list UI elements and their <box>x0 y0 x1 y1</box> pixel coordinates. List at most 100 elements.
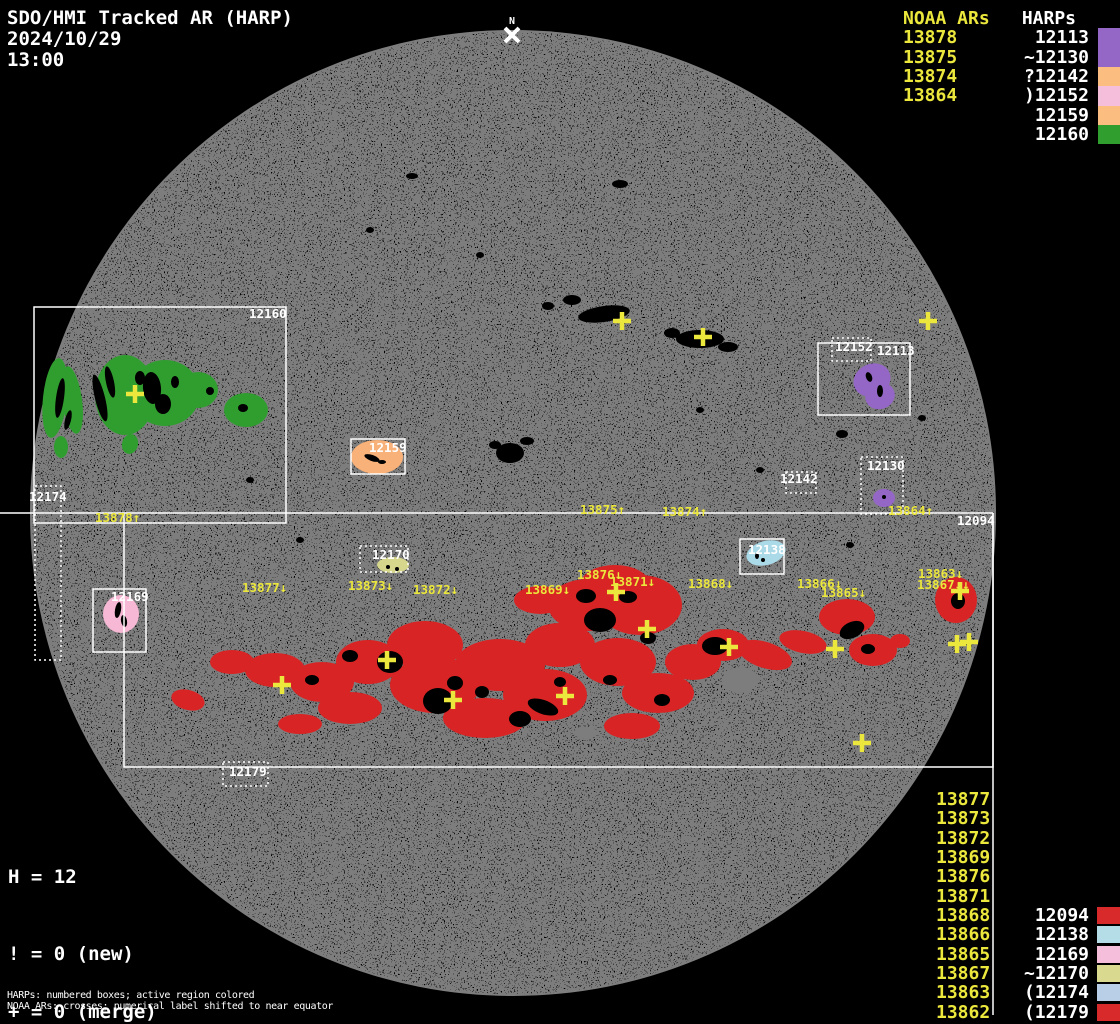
legend-br-row: 13869 <box>930 847 1120 869</box>
legend-br-row: 13872 <box>930 827 1120 849</box>
harp-box-12138 <box>739 538 785 575</box>
harp-box-label-12160: 12160 <box>249 306 287 321</box>
noaa-ar-number: 13869 <box>936 847 991 869</box>
noaa-ar-number: 13874 <box>903 66 958 88</box>
noaa-ar-number: 13863 <box>936 982 991 1004</box>
harp-region-12169 <box>103 595 139 633</box>
legend-br-row: 13867 ~12170 <box>930 964 1120 983</box>
noaa-ar-label: 13865↓ <box>821 585 866 600</box>
footer-notes: HARPs: numbered boxes; active region col… <box>7 990 333 1012</box>
harp-box-12169 <box>92 588 147 653</box>
noaa-ar-number: 13867 <box>936 963 991 985</box>
legend-top-right: NOAA ARs HARPs 13878 12113 13875 ~12130 … <box>898 8 1120 146</box>
harp-box-label-12094: 12094 <box>957 513 995 528</box>
noaa-cross-marker <box>607 583 625 601</box>
noaa-ar-label: 13878↑ <box>95 510 140 525</box>
legend-br-row: 13865 12169 <box>930 943 1120 965</box>
harp-box-label-12170: 12170 <box>372 547 410 562</box>
legend-br-row: 13866 12138 <box>930 924 1120 946</box>
harp-color-swatch <box>1097 907 1120 925</box>
harps-header: HARPs <box>1021 8 1076 29</box>
noaa-cross-marker <box>826 640 844 658</box>
noaa-ar-label: 13864↑ <box>888 503 933 518</box>
harp-number: ~12130 <box>1023 46 1089 68</box>
harp-box-label-12152: 12152 <box>835 339 873 354</box>
harp-number: 12138 <box>1034 924 1089 946</box>
noaa-ar-number: 13872 <box>936 827 991 849</box>
plot-time: 13:00 <box>7 49 65 71</box>
harp-number: 12159 <box>1034 104 1089 126</box>
footer-harps-note: HARPs: numbered boxes; active region col… <box>7 990 255 1001</box>
noaa-ar-label: 13869↓ <box>525 582 570 597</box>
harp-number <box>992 790 1097 809</box>
harp-box-label-12138: 12138 <box>748 542 786 557</box>
stat-row-merge: + = 0 (merge) <box>8 1000 157 1023</box>
harp-number: 12094 <box>1034 905 1089 927</box>
harp-color-swatch <box>1098 86 1120 106</box>
noaa-ar-number: 13864 <box>903 85 958 107</box>
noaa-cross-marker <box>556 687 574 705</box>
noaa-ar-number: 13876 <box>936 866 991 888</box>
harp-number: 12169 <box>1034 943 1089 965</box>
noaa-ar-label: 13866↓ <box>797 576 842 591</box>
harp-color-swatch <box>1098 28 1120 48</box>
harp-color-swatch <box>1097 965 1120 983</box>
harp-box-label-12130: 12130 <box>867 458 905 473</box>
noaa-cross-marker <box>613 312 631 330</box>
noaa-ar-number: 13868 <box>936 905 991 927</box>
legend-tr-row: 13874 ?12142 <box>898 66 1120 88</box>
harp-box-12130 <box>860 456 904 515</box>
legend-tr-row: 12159 <box>898 104 1120 126</box>
footer-noaa-note: NOAA ARs: crosses; numerical label shift… <box>7 1001 333 1012</box>
harp-color-swatch <box>1097 984 1120 1002</box>
harp-color-swatch <box>1098 47 1120 68</box>
harp-number <box>992 887 1097 906</box>
noaa-cross-marker <box>378 651 396 669</box>
noaa-ar-number: 13865 <box>936 943 991 965</box>
noaa-ar-label: 13867↓↓ <box>917 577 970 592</box>
harp-number <box>992 829 1097 848</box>
harp-color-swatch <box>1097 888 1120 905</box>
legend-br-row: 13877 <box>930 789 1120 810</box>
harp-box-label-12159: 12159 <box>369 440 407 455</box>
harp-box-12179 <box>222 761 269 787</box>
noaa-ar-number: 13877 <box>936 789 991 810</box>
harp-box-label-12113: 12113 <box>877 343 915 358</box>
harp-box-label-12169: 12169 <box>111 589 149 604</box>
harp-number <box>992 867 1097 886</box>
noaa-ar-number: 13866 <box>936 924 991 946</box>
legend-br-row: 13876 <box>930 866 1120 888</box>
harp-color-swatch <box>1098 125 1120 145</box>
noaa-ar-number: 13873 <box>936 808 991 830</box>
noaa-ar-number <box>898 106 994 125</box>
harp-number: )12152 <box>1023 85 1089 107</box>
noaa-cross-marker <box>951 582 969 600</box>
harp-box-12152 <box>831 337 872 362</box>
harp-number: (12174 <box>1023 982 1089 1004</box>
noaa-cross-marker <box>273 676 291 694</box>
noaa-ar-label: 13868↓ <box>688 576 733 591</box>
noaa-crosses <box>126 312 978 752</box>
harp-count: H = 12 <box>8 866 77 889</box>
harp-color-swatch <box>1097 1003 1120 1021</box>
harp-region-12138 <box>746 540 786 566</box>
legend-br-row: 13871 <box>930 886 1120 906</box>
noaa-cross-marker <box>720 638 738 656</box>
harp-color-swatch <box>1097 926 1120 944</box>
noaa-ar-number: 13862 <box>936 1001 991 1023</box>
harp-number: 12160 <box>1034 124 1089 146</box>
harp-box-12159 <box>350 438 406 475</box>
north-pole-label: N <box>509 16 515 27</box>
plot-title: SDO/HMI Tracked AR (HARP) <box>7 7 293 29</box>
plot-title-block: SDO/HMI Tracked AR (HARP) 2024/10/29 13:… <box>7 8 293 71</box>
harp-number: (12179 <box>1023 1001 1089 1023</box>
noaa-ar-label: 13876↓ <box>577 567 622 582</box>
noaa-ar-label: 13875↑ <box>580 502 625 517</box>
swatch-spacer <box>1098 9 1120 28</box>
noaa-ar-label: 13863↓ <box>918 566 963 581</box>
noaa-cross-marker <box>853 734 871 752</box>
noaa-ar-label: 13873↓ <box>348 578 393 593</box>
noaa-ar-label: 13874↑ <box>662 504 707 519</box>
harp-box-label-12142: 12142 <box>780 471 818 486</box>
